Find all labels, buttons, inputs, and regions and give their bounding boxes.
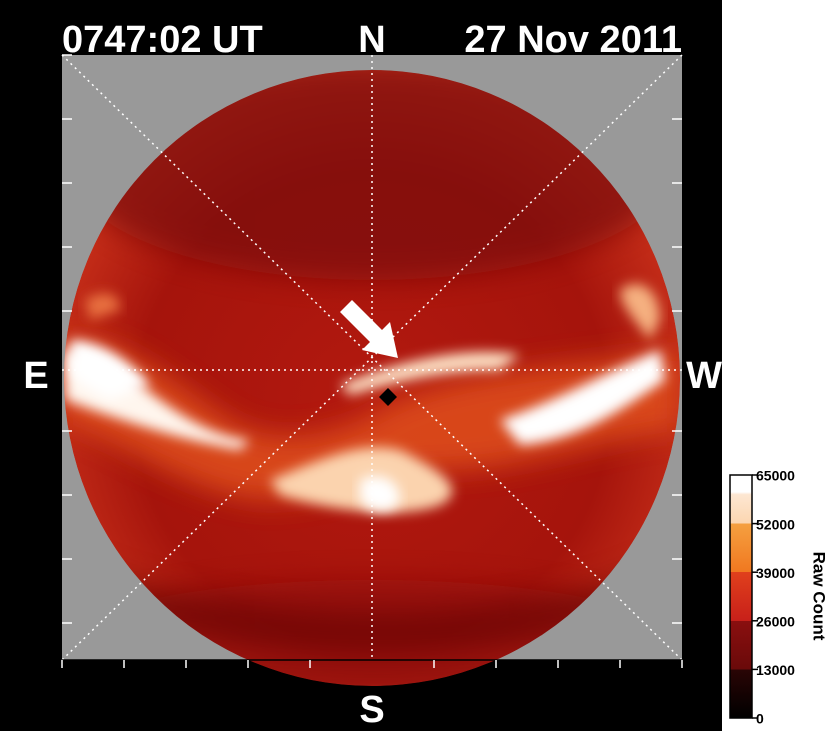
page: 0747:02 UT 27 Nov 2011 N E W S Raw Count…: [0, 0, 838, 731]
colorbar-tick-label: 52000: [756, 516, 795, 532]
time-label: 0747:02 UT: [62, 19, 263, 61]
colorbar-tick-label: 0: [756, 711, 764, 727]
colorbar-label: Raw Count: [810, 552, 829, 641]
colorbar-tick-label: 26000: [756, 614, 795, 630]
east-label: E: [23, 355, 48, 397]
colorbar-tick-label: 13000: [756, 662, 795, 678]
south-label: S: [359, 689, 384, 731]
colorbar: [730, 475, 752, 718]
date-label: 27 Nov 2011: [464, 19, 682, 61]
colorbar-ticks: 0 13000 26000 39000 52000 65000: [752, 468, 795, 727]
north-label: N: [358, 19, 385, 61]
colorbar-tick-label: 39000: [756, 565, 795, 581]
colorbar-tick-label: 65000: [756, 468, 795, 484]
west-label: W: [686, 355, 722, 397]
